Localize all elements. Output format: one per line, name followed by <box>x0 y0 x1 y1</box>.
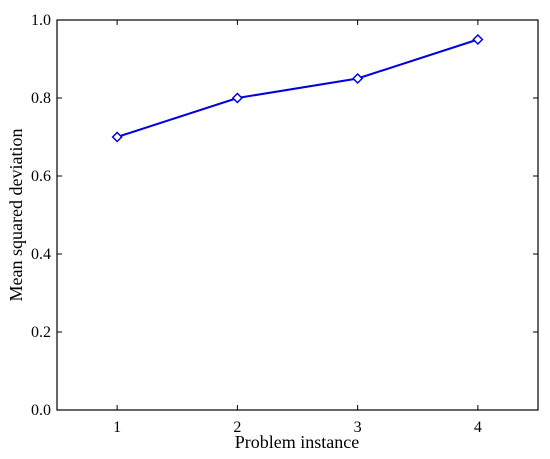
series-area <box>111 33 484 143</box>
x-tick-label: 1 <box>113 419 121 436</box>
x-tick-label: 2 <box>233 419 241 436</box>
x-axis: 1 2 3 4 <box>113 20 482 436</box>
y-tick-label: 0.6 <box>31 168 51 185</box>
y-tick-label: 1.0 <box>31 12 51 29</box>
x-tick-label: 4 <box>474 419 482 436</box>
series-line <box>116 38 479 138</box>
data-point-3 <box>352 72 364 85</box>
y-axis: 0.0 0.2 0.4 0.6 0.8 1.0 <box>31 12 538 419</box>
x-axis-title: Problem instance <box>235 432 359 452</box>
plot-frame <box>56 19 539 411</box>
y-tick-label: 0.4 <box>31 246 51 263</box>
y-tick-label: 0.0 <box>31 402 51 419</box>
x-tick-label: 3 <box>354 419 362 436</box>
y-tick-label: 0.8 <box>31 90 51 107</box>
data-point-2 <box>231 92 243 104</box>
y-axis-title: Mean squared deviation <box>6 129 26 302</box>
data-point-1 <box>111 131 123 143</box>
y-tick-label: 0.2 <box>31 324 51 341</box>
data-point-4 <box>472 33 484 46</box>
